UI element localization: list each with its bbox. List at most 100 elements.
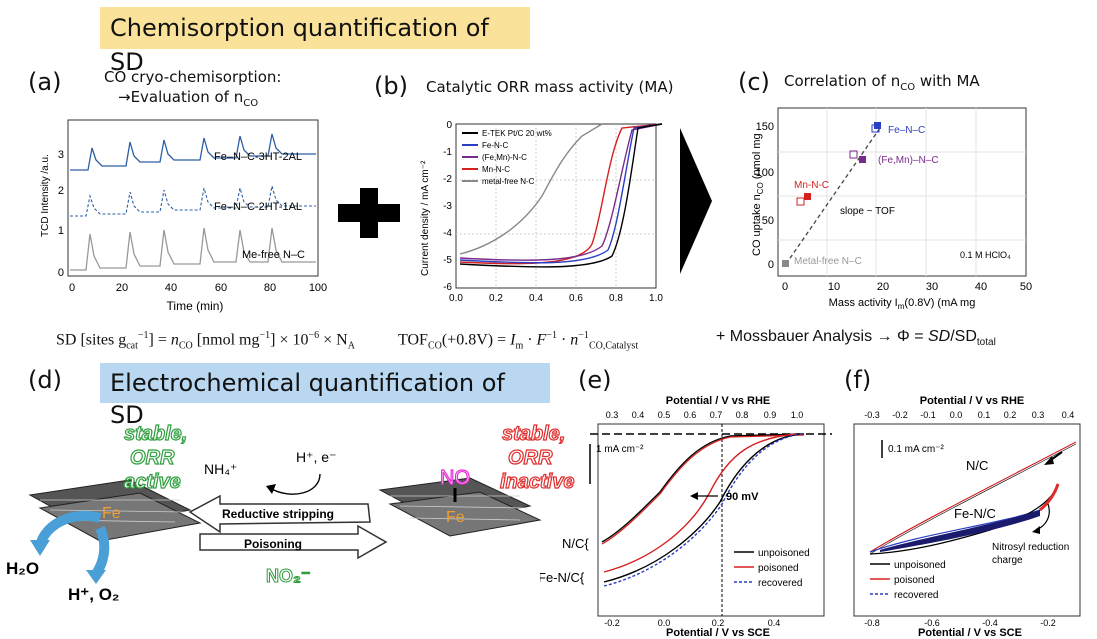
curve-nc-poisoned [601,434,805,545]
panel-b-caption: Catalytic ORR mass activity (MA) [426,78,674,96]
panel-f-top-tick-4: 0.1 [978,410,991,420]
equation-tof: TOFCO(+0.8V) = Im · F−1 · n−1CO,Catalyst [398,330,639,352]
panel-f-legend-1: poisoned [894,575,935,586]
panel-b-chart: Current density / mA cm⁻² 0 -1 -2 -3 -4 … [420,120,663,304]
panel-b-ytick-6: -6 [443,282,452,293]
point-mn [804,193,811,200]
plus-icon [338,188,400,238]
panel-f-chart: Potential / V vs RHE -0.3 -0.2 -0.1 0.0 … [853,395,1081,638]
panel-label-b: (b) [374,72,408,100]
curve-f-nc-black [869,443,1077,555]
panel-a-ytick-1: 1 [58,225,64,237]
point-mn-open [796,197,805,206]
panel-e-top-tick-7: 1.0 [791,410,804,420]
h2o-label: H₂O [6,559,39,578]
panel-label-c: (c) [738,68,770,96]
panel-e-fenc: Fe-N/C{ [540,570,585,585]
panel-e-top-tick-1: 0.4 [632,410,645,420]
panel-c-ytick-0: 0 [768,259,774,271]
curve-metal-free [459,123,603,255]
curve-femn [459,123,663,261]
panel-f-top-tick-7: 0.4 [1062,410,1075,420]
panel-b-xtick-3: 0.6 [569,293,583,304]
equation-mossbauer: + Mossbauer Analysis → Φ = SD/SDtotal [716,328,996,349]
panel-a-ytick-3: 3 [58,149,64,161]
panel-e-delta: 90 mV [726,491,759,503]
stable-inactive-1: ORR [508,447,553,469]
point-femn-open [849,150,858,159]
panel-a-xtick-1: 20 [116,282,128,294]
panel-f-bottom-tick-1: -0.6 [924,618,940,628]
reductive-arrow [188,494,371,534]
panel-b-legend-4: metal-free N-C [482,177,535,186]
panel-c-xtick-2: 20 [877,281,889,293]
panel-f-nc: N/C [966,458,988,473]
panel-f-top-tick-0: -0.3 [864,410,880,420]
label-hclo4: 0.1 M HClO₄ [960,250,1011,260]
label-slope: slope ~ TOF [840,206,895,217]
poisoning-arrow [199,524,388,560]
panel-e-bottom-tick-2: 0.2 [712,618,725,628]
panel-c-xtick-0: 0 [782,281,788,293]
panel-b-ytick-4: -4 [443,228,452,239]
equation-sd: SD [sites gcat−1] = nCO [nmol mg−1] × 10… [56,330,355,352]
panel-e-top-tick-3: 0.6 [684,410,697,420]
panel-a-label-1: Fe–N–C-2HT-1AL [214,201,302,213]
panel-f-top-xlabel: Potential / V vs RHE [920,395,1025,407]
panel-e-bottom-tick-3: 0.4 [768,618,781,628]
panel-c-chart: CO uptake nCO (nmol mg 0 50 100 150 0 10… [751,107,1032,311]
panel-b-ylabel: Current density / mA cm⁻² [420,160,431,276]
panel-e-scale: 1 mA cm⁻² [596,444,644,455]
panel-a-caption2: →Evaluation of nCO [118,88,259,109]
panel-f-legend-2: recovered [894,590,938,601]
stable-inactive-0: stable, [502,423,565,445]
panel-f-legend-0: unpoisoned [894,560,946,571]
panel-b-ytick-1: -1 [443,147,452,158]
panel-f-top-tick-3: 0.0 [950,410,963,420]
panel-a-caption1: CO cryo-chemisorption: [104,68,282,86]
stable-active-0: stable, [124,423,187,445]
panel-e-top-xlabel: Potential / V vs RHE [666,395,771,407]
panel-c-xtick-5: 50 [1020,281,1032,293]
panel-a-xlabel: Time (min) [167,299,224,313]
stable-active-1: ORR [130,447,175,469]
panel-a-ylabel: TCD Intensity /a.u. [40,154,51,237]
panel-a-xtick-3: 60 [215,282,227,294]
reductive-label: Reductive stripping [222,507,334,521]
no2-label: NO₂⁻ [266,566,311,586]
panel-f-top-tick-5: 0.2 [1004,410,1017,420]
panel-b-legend-2: (Fe,Mn)-N-C [482,153,527,162]
panel-f-bottom-tick-2: -0.4 [982,618,998,628]
fe-label-right: Fe [446,509,465,526]
panel-b-legend-1: Fe-N-C [482,141,508,150]
panel-b-legend-0: E-TEK Pt/C 20 wt% [482,129,552,138]
no-label: NO [440,467,470,489]
panel-b-xtick-2: 0.4 [529,293,543,304]
curve-fenc-unpoisoned [603,433,801,583]
panel-a-label-0: Fe–N–C-3HT-2AL [214,151,302,163]
point-metal-free [782,260,789,267]
panel-e-bottom-tick-1: 0.0 [658,618,671,628]
panel-c-xtick-4: 40 [975,281,987,293]
panel-f-scale: 0.1 mA cm⁻² [888,444,945,455]
panel-f-bottom-xlabel: Potential / V vs SCE [918,627,1022,638]
panel-label-d: (d) [28,366,62,394]
panel-e-top-tick-0: 0.3 [606,410,619,420]
panel-e-legend-2: recovered [758,578,802,589]
curve-nc-unpoisoned [601,433,805,543]
nh4-label: NH₄⁺ [204,461,237,477]
panel-a-xtick-4: 80 [264,282,276,294]
panel-e-top-tick-5: 0.8 [736,410,749,420]
panel-b-ytick-5: -5 [443,255,452,266]
panel-f-top-tick-1: -0.2 [892,410,908,420]
panel-e-chart: Potential / V vs RHE 0.3 0.4 0.5 0.6 0.7… [540,395,832,638]
panel-label-f: (f) [844,366,872,394]
panel-b-ytick-2: -2 [443,174,452,185]
panel-b-xtick-0: 0.0 [449,293,463,304]
curve-fenc-poisoned [603,433,797,573]
panel-a-xtick-0: 0 [69,282,75,294]
label-mn: Mn-N-C [794,180,829,191]
panel-e-legend-0: unpoisoned [758,548,810,559]
panel-f-top-tick-6: 0.3 [1032,410,1045,420]
label-fe: Fe–N–C [888,125,925,136]
